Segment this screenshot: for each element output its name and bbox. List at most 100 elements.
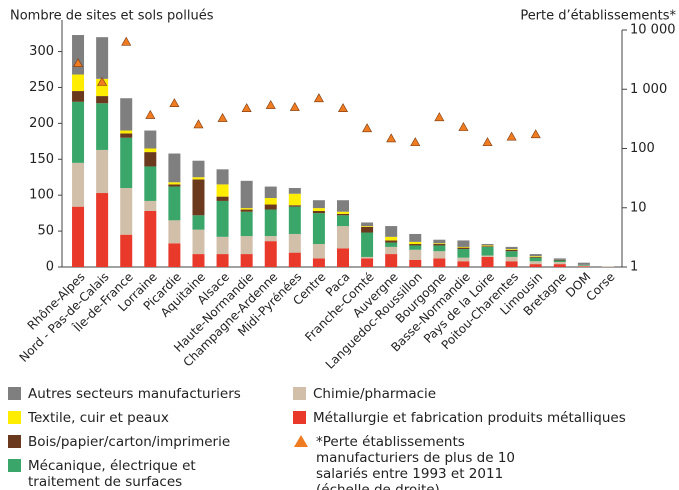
bar-segment (481, 246, 494, 247)
bar-segment (385, 240, 398, 243)
bar-segment (553, 259, 566, 261)
marker (289, 101, 300, 111)
bar-segment (120, 133, 133, 138)
bar-segment (168, 184, 181, 187)
bar-segment (409, 241, 422, 245)
bar-segment (433, 239, 446, 244)
legend-item: *Perte établissements manufacturiers de … (293, 434, 543, 490)
bar-segment (409, 233, 422, 242)
marker (241, 103, 252, 112)
bar-segment (529, 257, 542, 262)
bar-segment (264, 198, 277, 205)
bar-segment (529, 261, 542, 265)
legend-label: *Perte établissements manufacturiers de … (316, 434, 516, 490)
legend-swatch (8, 459, 21, 472)
marker (313, 93, 324, 103)
bar-segment (312, 213, 325, 245)
bar-segment (312, 258, 325, 267)
bar-segment (385, 246, 398, 255)
bar-segment (361, 256, 374, 259)
bar-segment (505, 251, 518, 257)
bar-segment (601, 266, 614, 267)
bar-segment (72, 74, 85, 92)
bar-segment (288, 233, 301, 253)
bar-segment (144, 152, 157, 167)
bar-segment (192, 254, 205, 267)
legend-label: Textile, cuir et peaux (28, 410, 169, 426)
bar-segment (240, 236, 253, 255)
legend-item: Mécanique, électrique et traitement de s… (8, 458, 218, 490)
bar-segment (72, 101, 85, 163)
bar-segment (337, 211, 349, 214)
bar-segment (96, 96, 109, 104)
bar-segment (168, 243, 181, 267)
legend-item: Bois/papier/carton/imprimerie (8, 434, 268, 450)
y2-tick-label: 1 (630, 260, 638, 275)
legend-item: Chimie/pharmacie (293, 386, 673, 402)
bar-segment (264, 241, 277, 267)
marker (145, 109, 156, 119)
y-tick-label: 0 (46, 260, 54, 275)
bar-segment (288, 206, 301, 234)
bar-segment (192, 179, 205, 216)
bar-segment (72, 162, 85, 207)
bar-segment (409, 249, 422, 260)
y-tick-label: 300 (29, 44, 54, 59)
bar-segment (337, 200, 349, 212)
marker (530, 129, 541, 139)
bar-segment (505, 246, 518, 250)
bar-segment (312, 244, 325, 259)
y-tick-label: 150 (29, 152, 54, 167)
bar-segment (192, 215, 205, 230)
bar-segment (457, 247, 470, 250)
bar-segment (505, 261, 518, 267)
bar-segment (216, 200, 229, 237)
bar-segment (553, 264, 566, 267)
bar-segment (337, 248, 349, 267)
bar-segment (216, 254, 229, 267)
y2-tick-label: 100 (630, 141, 655, 156)
legend-label: Autres secteurs manufacturiers (28, 386, 241, 402)
bar-segment (264, 209, 277, 237)
marker (73, 58, 84, 67)
y2-tick-label: 10 (630, 200, 647, 215)
bar-segment (337, 215, 349, 227)
bar-segment (433, 245, 446, 252)
bar-segment (385, 226, 398, 237)
bar-segment (529, 264, 542, 267)
bar-segment (505, 256, 518, 262)
bar-segment (120, 188, 133, 235)
bar-segment (168, 182, 181, 185)
bar-segment (481, 246, 494, 256)
bar-segment (72, 91, 85, 102)
bar-segment (216, 169, 229, 185)
bar-segment (120, 130, 133, 134)
bar-segment (361, 222, 374, 227)
bar-segment (288, 193, 301, 206)
bar-segment (481, 256, 494, 267)
bar-segment (457, 240, 470, 247)
legend-swatch (8, 435, 21, 448)
legend-label: Chimie/pharmacie (313, 386, 437, 402)
bar-segment (192, 177, 205, 180)
bar-segment (96, 37, 109, 79)
marker (482, 137, 493, 147)
legend-label: Bois/papier/carton/imprimerie (28, 434, 231, 450)
legend-swatch (8, 411, 21, 424)
bar-segment (72, 35, 85, 75)
legend-item: Métallurgie et fabrication produits méta… (293, 410, 673, 426)
bar-segment (192, 229, 205, 255)
bar-segment (168, 220, 181, 244)
bar-segment (433, 244, 446, 246)
marker (386, 133, 397, 143)
bar-segment (385, 236, 398, 241)
legend-item: Textile, cuir et peaux (8, 410, 268, 426)
bar-segment (240, 254, 253, 267)
bar-segment (144, 200, 157, 211)
bar-segment (96, 103, 109, 150)
bar-segment (288, 188, 301, 194)
bar-segment (216, 184, 229, 197)
bar-segment (577, 264, 590, 266)
bar-segment (433, 243, 446, 245)
bar-segment (361, 232, 374, 257)
